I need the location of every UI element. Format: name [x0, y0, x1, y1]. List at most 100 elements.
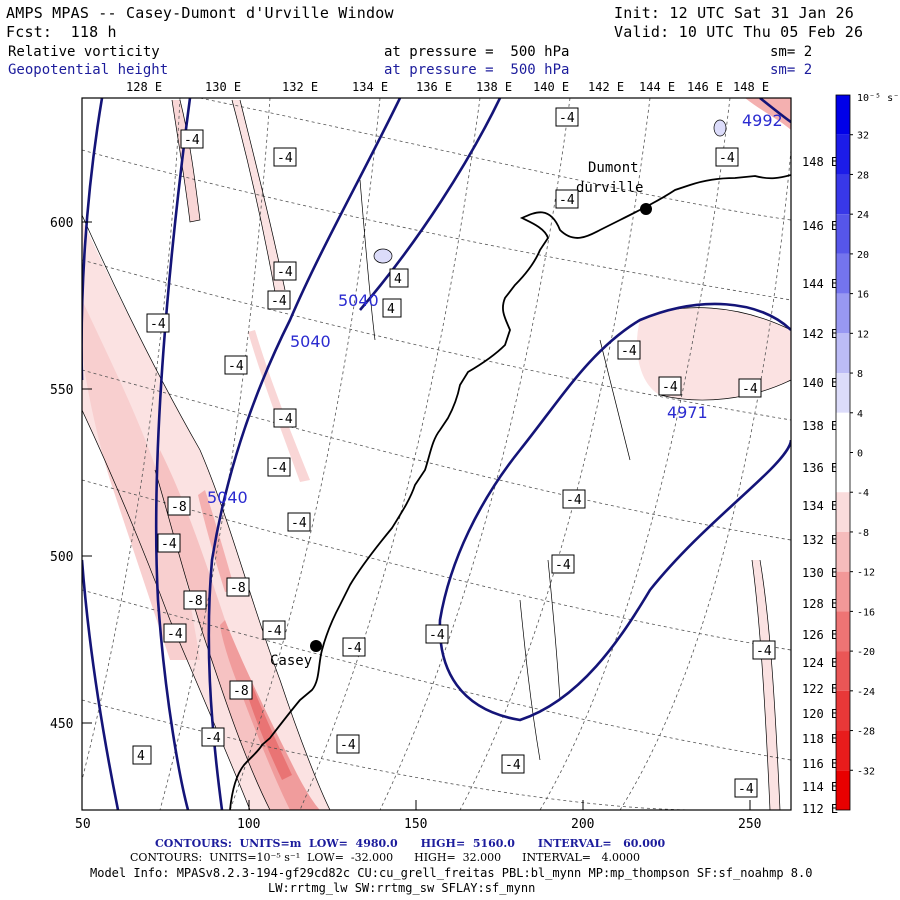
vort-label: -4: [161, 537, 177, 552]
colorbar-swatch: [836, 373, 850, 413]
colorbar-level-label: 32: [857, 131, 869, 142]
model-info-line2: LW:rrtmg_lw SW:rrtmg_sw SFLAY:sf_mynn: [268, 881, 536, 895]
vort-label: -4: [167, 627, 183, 642]
y-tick-label: 500: [50, 550, 73, 565]
colorbar-swatch: [836, 492, 850, 532]
colorbar-level-label: 12: [857, 329, 869, 340]
height-label: 4971: [667, 403, 708, 422]
vort-label: -8: [187, 594, 203, 609]
colorbar-level-label: 20: [857, 250, 869, 261]
right-lon: 148 E: [802, 155, 838, 169]
vort-label: -4: [756, 644, 772, 659]
right-lon: 140 E: [802, 376, 838, 390]
right-lon: 134 E: [802, 499, 838, 513]
colorbar-level-label: -28: [857, 727, 875, 738]
forecast-hour: Fcst: 118 h: [6, 23, 117, 41]
right-lon: 130 E: [802, 566, 838, 580]
plot-border: [81, 97, 792, 811]
height-contours: [82, 98, 791, 810]
field2-smoothing: sm= 2: [770, 62, 813, 78]
valid-time: Valid: 10 UTC Thu 05 Feb 26: [614, 23, 864, 41]
field2-name: Geopotential height: [8, 62, 169, 78]
top-lon: 138 E: [476, 80, 512, 94]
vort-label: -4: [291, 516, 307, 531]
vort-label: -4: [738, 782, 754, 797]
right-lon: 146 E: [802, 219, 838, 233]
height-contour-info: CONTOURS: UNITS=m LOW= 4980.0 HIGH= 5160…: [155, 837, 666, 850]
vort-label: -4: [271, 294, 287, 309]
vort-label: -8: [230, 581, 246, 596]
colorbar-swatch: [836, 730, 850, 771]
right-lon: 116 E: [802, 757, 838, 771]
right-longitude-labels: 148 E 146 E 144 E 142 E 140 E 138 E 136 …: [802, 155, 838, 816]
colorbar-swatch: [836, 651, 850, 691]
x-tick-label: 200: [571, 817, 594, 832]
colorbar-swatch: [836, 174, 850, 215]
vort-label: -8: [233, 684, 249, 699]
vort-label: -4: [277, 412, 293, 427]
latlon-grid: [82, 98, 791, 810]
vort-label: -4: [277, 265, 293, 280]
colorbar-swatch: [836, 452, 850, 493]
top-lon: 146 E: [687, 80, 723, 94]
right-lon: 128 E: [802, 597, 838, 611]
top-lon: 132 E: [282, 80, 318, 94]
right-lon: 126 E: [802, 628, 838, 642]
height-label: 5040: [290, 332, 331, 351]
vort-label: -4: [277, 151, 293, 166]
top-lon: 136 E: [416, 80, 452, 94]
station-label-dumont-1: Dumont: [588, 160, 639, 176]
vort-label: -4: [228, 359, 244, 374]
colorbar-swatch: [836, 214, 850, 254]
vort-label: -4: [719, 151, 735, 166]
vort-label: -4: [340, 738, 356, 753]
y-tick-label: 600: [50, 216, 73, 231]
top-lon: 140 E: [533, 80, 569, 94]
vorticity-contour-info: CONTOURS: UNITS=10⁻⁵ s⁻¹ LOW= -32.000 HI…: [130, 851, 640, 864]
colorbar-level-label: -8: [857, 528, 869, 539]
x-tick-label: 250: [738, 817, 761, 832]
colorbar-swatch: [836, 253, 850, 294]
colorbar: 10⁻⁵ s⁻¹ 32 28 24 20 16 12 8 4 0 -4 -8 -12 -16 -20 -24…: [835, 93, 900, 811]
top-lon: 130 E: [205, 80, 241, 94]
svg-text:4: 4: [387, 302, 395, 317]
vort-label: -4: [566, 493, 582, 508]
colorbar-swatch: [836, 571, 850, 612]
right-lon: 114 E: [802, 780, 838, 794]
colorbar-level-label: 8: [857, 369, 863, 380]
station-dot-casey: [310, 640, 322, 652]
field1-smoothing: sm= 2: [770, 44, 813, 60]
right-lon: 136 E: [802, 461, 838, 475]
y-tick-label: 550: [50, 383, 73, 398]
coastline: [229, 174, 791, 810]
colorbar-level-label: 0: [857, 449, 863, 460]
colorbar-swatch: [836, 690, 850, 731]
colorbar-swatch: [836, 412, 850, 453]
vort-label: -4: [621, 344, 637, 359]
colorbar-swatch: [836, 333, 850, 374]
vort-label: -4: [505, 758, 521, 773]
colorbar-level-label: 28: [857, 170, 869, 181]
station-label-dumont-2: durville: [576, 180, 643, 196]
vort-label: -4: [662, 380, 678, 395]
colorbar-swatch: [836, 95, 850, 135]
colorbar-level-label: 24: [857, 210, 869, 221]
colorbar-swatch: [836, 134, 850, 175]
colorbar-swatch: [836, 531, 850, 572]
right-lon: 120 E: [802, 707, 838, 721]
x-tick-label: 100: [237, 817, 260, 832]
y-axis: 450 500 550 600: [50, 216, 92, 732]
init-time: Init: 12 UTC Sat 31 Jan 26: [614, 4, 854, 22]
colorbar-swatch: [836, 611, 850, 652]
right-lon: 142 E: [802, 327, 838, 341]
vort-label: -4: [555, 558, 571, 573]
top-lon: 128 E: [126, 80, 162, 94]
x-tick-label: 150: [404, 817, 427, 832]
colorbar-level-label: -12: [857, 568, 875, 579]
top-lon: 144 E: [639, 80, 675, 94]
right-lon: 122 E: [802, 682, 838, 696]
vort-label: -8: [171, 500, 187, 515]
x-tick-label: 50: [75, 817, 91, 832]
colorbar-level-label: -32: [857, 766, 875, 777]
svg-text:4: 4: [137, 749, 145, 764]
